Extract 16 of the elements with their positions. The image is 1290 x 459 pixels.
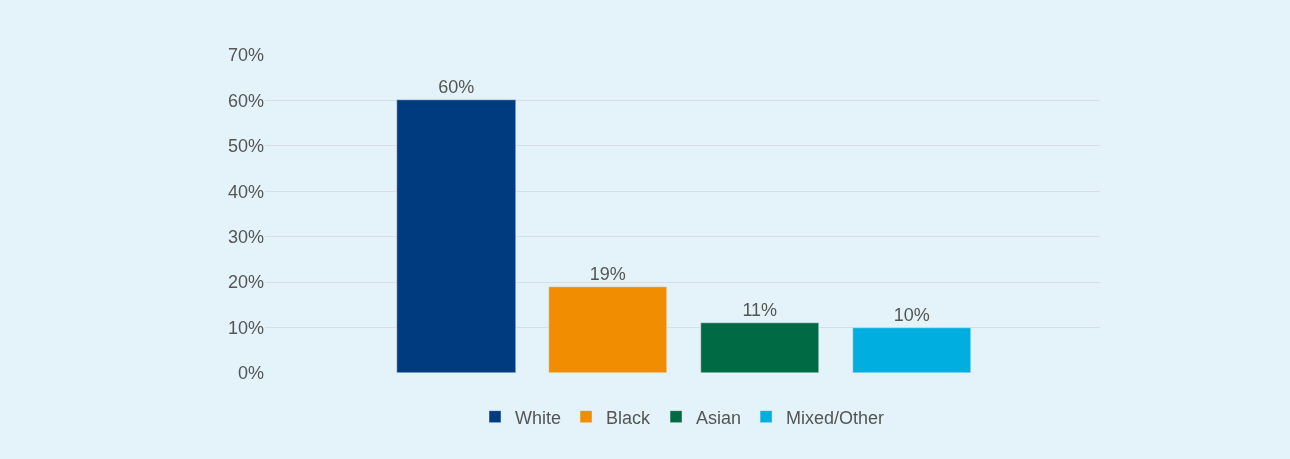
data-label: 10% (893, 304, 930, 325)
y-tick-label: 0% (237, 363, 264, 384)
data-label: 60% (438, 76, 475, 97)
legend-label: Black (606, 407, 652, 428)
y-tick-label: 40% (227, 181, 264, 202)
y-tick-label: 20% (227, 272, 264, 293)
y-tick-label: 60% (227, 90, 264, 111)
data-label: 11% (742, 299, 778, 320)
y-tick-label: 50% (227, 136, 264, 157)
y-tick-label: 30% (227, 227, 264, 248)
legend-label: Asian (696, 407, 742, 428)
y-tick-label: 70% (227, 45, 264, 66)
y-tick-label: 10% (227, 317, 264, 338)
legend-label: Mixed/Other (786, 407, 885, 428)
data-label: 19% (589, 263, 626, 284)
legend-label: White (515, 407, 562, 428)
